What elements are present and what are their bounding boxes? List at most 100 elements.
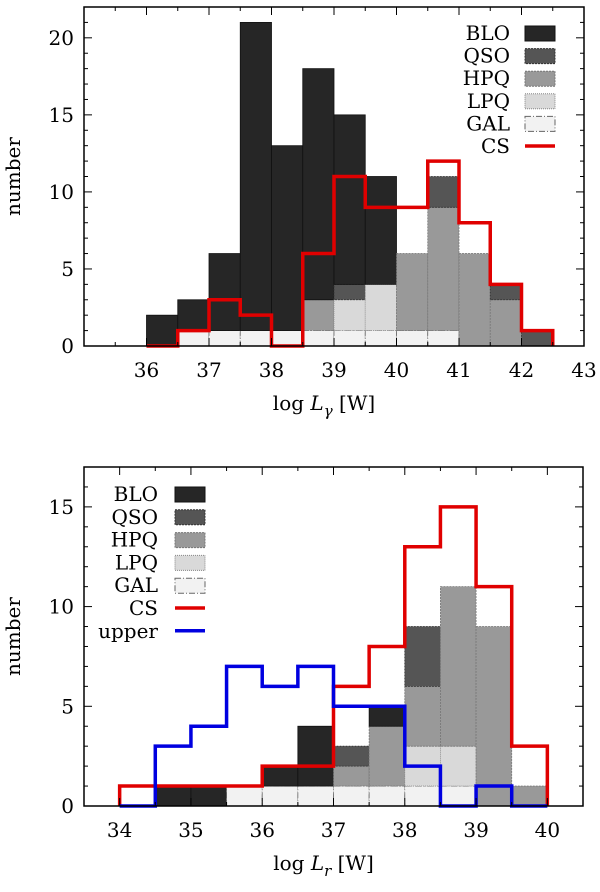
bar-hpq [489, 299, 522, 347]
bar-hpq [440, 586, 477, 747]
legend-swatch-hpq [174, 532, 206, 549]
x-tick-label: 38 [259, 358, 284, 382]
bar-gal [440, 785, 477, 807]
bar-lpq [333, 299, 366, 331]
x-tick-label: 36 [249, 818, 274, 842]
bar-blo [154, 785, 192, 807]
bar-gal [297, 785, 334, 807]
x-tick-label: 40 [535, 818, 560, 842]
legend-label-blo: BLO [114, 482, 158, 506]
legend-label-upper: upper [98, 619, 158, 643]
bar-gal [404, 785, 441, 807]
bar-hpq [333, 765, 370, 787]
legend-label-qso: QSO [464, 44, 511, 68]
bar-qso [489, 283, 522, 301]
legend-swatch-blo [524, 25, 556, 42]
gamma-y-axis-label: number [1, 137, 25, 216]
y-tick-label: 5 [61, 694, 74, 718]
bar-hpq [458, 253, 491, 347]
y-tick-label: 10 [49, 595, 74, 619]
bar-lpq [440, 745, 477, 787]
radio-y-axis-ticks: 0 5 10 15 [49, 466, 583, 818]
outline-cs [146, 159, 555, 348]
bar-gal [302, 330, 335, 347]
bar-lpq [364, 283, 397, 331]
bar-blo [271, 145, 304, 331]
x-tick-label: 34 [107, 818, 132, 842]
outline-cs [117, 505, 550, 806]
bar-qso [333, 745, 370, 767]
legend-label-cs: CS [481, 134, 510, 158]
bar-gal [333, 330, 366, 347]
gamma-x-axis-label: log Lγ [W] [273, 391, 375, 420]
bar-gal [177, 330, 210, 347]
legend-label-qso: QSO [112, 505, 159, 529]
legend-label-lpq: LPQ [115, 550, 158, 574]
bar-qso [333, 283, 366, 301]
bar-blo [302, 68, 335, 301]
x-tick-label: 42 [509, 358, 534, 382]
y-tick-label: 5 [61, 257, 74, 281]
legend-label-gal: GAL [114, 573, 158, 597]
bar-gal [427, 330, 460, 347]
bar-qso [521, 330, 554, 347]
bar-gal [271, 330, 304, 347]
bar-qso [427, 176, 460, 208]
y-tick-label: 20 [49, 26, 74, 50]
gamma-y-axis-ticks: 0 5 10 15 20 [49, 6, 584, 358]
legend-swatch-blo [174, 486, 206, 503]
radio-y-axis-label: number [1, 597, 25, 676]
legend-label-blo: BLO [466, 21, 510, 45]
radio-x-axis-ticks: 34 35 36 37 38 39 40 [83, 467, 584, 842]
x-tick-label: 38 [392, 818, 417, 842]
bar-gal [333, 785, 370, 807]
y-tick-label: 0 [61, 794, 74, 818]
bar-gal [226, 785, 263, 807]
legend-label-gal: GAL [466, 111, 510, 135]
x-tick-label: 43 [571, 358, 596, 382]
x-tick-label: 37 [321, 818, 346, 842]
gamma-luminosity-panel: 36 37 38 39 40 41 42 43 0 5 10 15 20 BLOQSOHPQLPQGA… [1, 6, 597, 420]
bar-gal [239, 330, 272, 347]
bar-gal [364, 330, 397, 347]
bar-blo [297, 725, 334, 787]
legend-swatch-lpq [174, 554, 206, 571]
y-tick-label: 15 [49, 495, 74, 519]
x-tick-label: 35 [178, 818, 203, 842]
bar-hpq [511, 785, 548, 807]
bar-gal [261, 785, 299, 807]
bar-blo [364, 176, 397, 285]
y-tick-label: 0 [61, 334, 74, 358]
gamma-x-axis-ticks: 36 37 38 39 40 41 42 43 [83, 7, 597, 382]
bar-gal [396, 330, 429, 347]
bar-hpq [475, 626, 513, 807]
bar-qso [404, 626, 441, 687]
x-tick-label: 40 [384, 358, 409, 382]
bar-gal [208, 330, 241, 347]
gamma-stacked-bars [146, 22, 554, 347]
bar-hpq [427, 206, 460, 331]
bar-blo [239, 22, 272, 331]
radio-luminosity-panel: 34 35 36 37 38 39 40 0 5 10 15 BLOQSOHPQLPQGALCSu… [1, 466, 584, 880]
legend-swatch-hpq [524, 70, 556, 87]
x-tick-label: 41 [446, 358, 471, 382]
radio-x-axis-label: log Lr [W] [273, 851, 374, 880]
bar-blo [146, 314, 179, 347]
legend-swatch-gal [174, 577, 206, 594]
bar-blo [261, 765, 299, 787]
y-tick-label: 15 [49, 103, 74, 127]
legend-swatch-qso [174, 509, 206, 526]
legend-label-lpq: LPQ [467, 89, 510, 113]
legend-swatch-lpq [524, 93, 556, 110]
x-tick-label: 39 [321, 358, 346, 382]
bar-blo [208, 253, 241, 331]
gamma-outline-histograms [146, 159, 555, 348]
legend-label-hpq: HPQ [111, 528, 158, 552]
bar-hpq [302, 299, 335, 331]
bar-hpq [368, 725, 406, 787]
bar-hpq [396, 253, 429, 331]
legend-label-hpq: HPQ [463, 66, 510, 90]
